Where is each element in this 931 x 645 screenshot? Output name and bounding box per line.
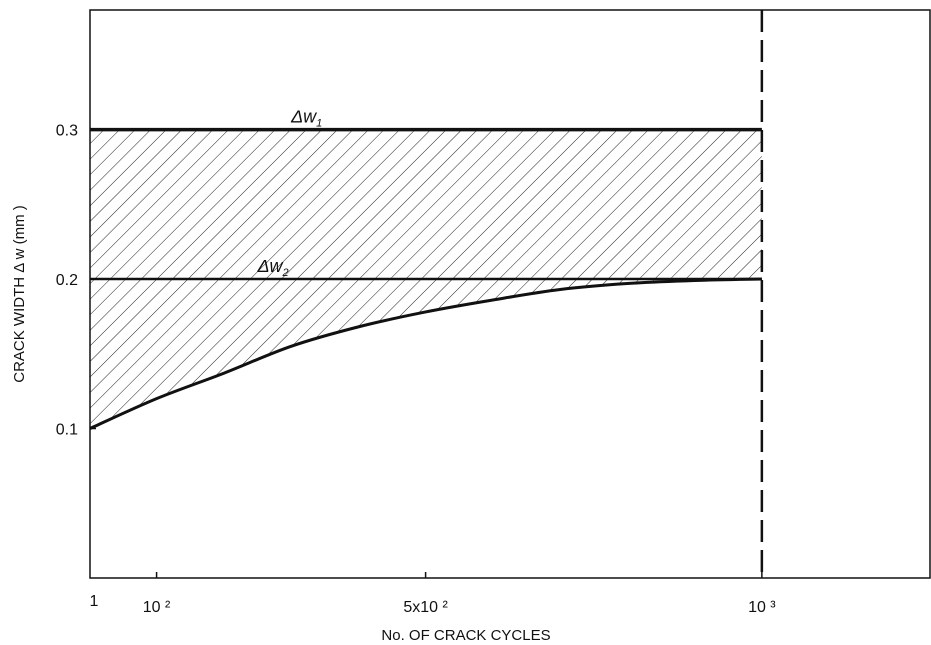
plot-frame [89, 9, 931, 579]
series-lines [89, 10, 764, 578]
series-label-dw1: Δw1 [290, 107, 322, 130]
tick-labels: Δw1 Δw2 0.1 0.2 0.3 1 10 ² 5x10 ² 10 ³ [56, 107, 777, 616]
x-tick-label: 10 ² [143, 599, 171, 616]
x-axis-title: No. OF CRACK CYCLES [381, 627, 550, 644]
tick-marks [90, 128, 763, 578]
x-tick-label: 10 ³ [748, 599, 776, 616]
series-label-dw2: Δw2 [256, 256, 288, 279]
y-axis-title: CRACK WIDTH Δ w (mm ) [11, 205, 28, 383]
y-tick-label: 0.2 [56, 272, 78, 289]
y-tick-label: 0.1 [56, 422, 78, 439]
x-tick-label: 5x10 ² [403, 599, 448, 616]
lower-bound-curve [89, 277, 762, 430]
y-tick-label: 0.3 [56, 123, 78, 140]
x-tick-label: 1 [90, 593, 99, 610]
